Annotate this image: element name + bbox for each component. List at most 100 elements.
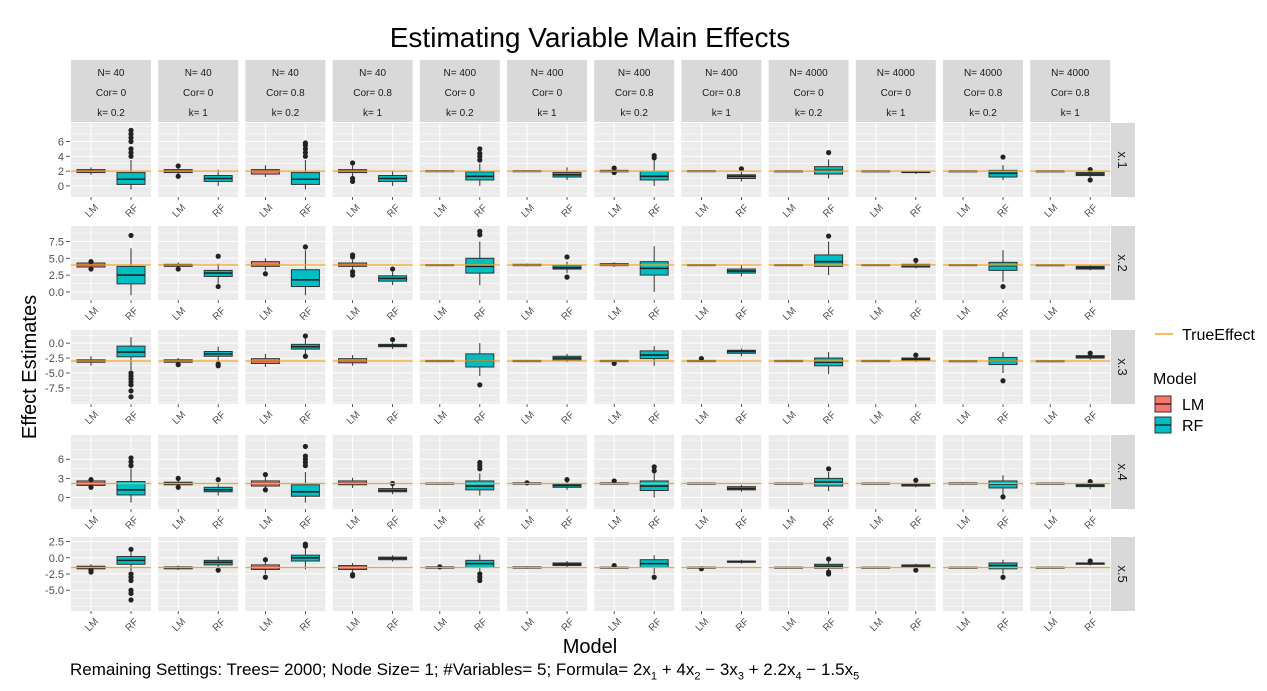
- outlier-point: [350, 573, 356, 579]
- outlier-point: [128, 388, 134, 394]
- outlier-point: [611, 478, 617, 484]
- outlier-point: [88, 477, 94, 483]
- facet-panel: [768, 330, 849, 404]
- x-tick-label: RF: [1083, 410, 1100, 427]
- facet-strip: [245, 60, 326, 122]
- outlier-point: [1000, 574, 1006, 580]
- y-tick-label: 0.0: [49, 338, 64, 350]
- facet-panel: [332, 330, 413, 404]
- x-tick-label: RF: [996, 203, 1013, 220]
- x-tick-label: RF: [734, 515, 751, 532]
- x-tick-label: LM: [955, 305, 973, 323]
- x-tick-label: LM: [171, 616, 189, 634]
- y-tick-label: -2.5: [45, 569, 64, 581]
- outlier-point: [128, 135, 134, 141]
- outlier-point: [651, 574, 657, 580]
- x-tick-label: RF: [211, 617, 228, 634]
- outlier-point: [477, 577, 483, 584]
- y-tick-label: -7.5: [45, 383, 64, 395]
- y-tick-label: 0.0: [49, 553, 64, 565]
- facet-strip-label: k= 1: [189, 108, 209, 119]
- x-tick-label: LM: [345, 409, 363, 427]
- outlier-point: [88, 484, 94, 490]
- facet-strip: [1030, 60, 1111, 122]
- outlier-point: [651, 152, 657, 159]
- outlier-point: [215, 253, 221, 259]
- outlier-point: [215, 363, 221, 369]
- box-rf: [290, 269, 320, 288]
- x-tick-label: LM: [519, 616, 537, 634]
- x-tick-label: RF: [298, 306, 315, 323]
- outlier-point: [477, 382, 483, 388]
- facet-panel: [943, 330, 1023, 404]
- x-tick-label: RF: [821, 410, 838, 427]
- x-tick-label: RF: [124, 203, 141, 220]
- y-tick-label: -5.0: [45, 585, 64, 597]
- facet-panel: [1030, 226, 1111, 300]
- outlier-point: [826, 150, 832, 156]
- outlier-point: [1087, 558, 1093, 564]
- facet-strip-label: k= 0.2: [969, 108, 997, 119]
- outlier-point: [1000, 494, 1006, 500]
- row-strip-label: x.5: [1115, 565, 1130, 582]
- outlier-point: [913, 567, 919, 573]
- facet-panel: [1030, 330, 1111, 404]
- facet-panel: [855, 226, 936, 300]
- x-tick-label: RF: [908, 203, 925, 220]
- x-tick-label: LM: [83, 409, 101, 427]
- outlier-point: [913, 257, 919, 263]
- x-tick-label: LM: [258, 409, 276, 427]
- outlier-point: [1000, 378, 1006, 384]
- x-tick-label: RF: [908, 306, 925, 323]
- outlier-point: [262, 574, 268, 580]
- facet-strip-label: Cor= 0: [183, 88, 214, 99]
- facet-strip-label: N= 4000: [1051, 68, 1090, 79]
- outlier-point: [302, 443, 308, 450]
- x-tick-label: LM: [345, 305, 363, 323]
- facet-strip-label: k= 0.2: [97, 108, 125, 119]
- outlier-point: [215, 567, 221, 573]
- x-tick-label: LM: [345, 202, 363, 220]
- x-tick-label: LM: [432, 409, 450, 427]
- outlier-point: [913, 477, 919, 483]
- x-tick-label: RF: [647, 410, 664, 427]
- facet-panel: [245, 330, 326, 404]
- x-tick-label: LM: [83, 202, 101, 220]
- outlier-point: [128, 146, 134, 152]
- outlier-point: [350, 252, 356, 258]
- x-tick-label: RF: [472, 306, 489, 323]
- x-tick-label: RF: [472, 515, 489, 532]
- facet-strip-label: N= 40: [98, 68, 125, 79]
- x-tick-label: LM: [432, 616, 450, 634]
- facet-panel: [507, 435, 587, 509]
- x-tick-label: LM: [781, 514, 799, 532]
- outlier-point: [350, 269, 356, 275]
- x-tick-label: RF: [298, 617, 315, 634]
- box-rf: [116, 481, 146, 496]
- x-tick-label: LM: [258, 202, 276, 220]
- x-tick-label: RF: [124, 410, 141, 427]
- x-tick-label: RF: [124, 306, 141, 323]
- x-tick-label: LM: [868, 514, 886, 532]
- x-axis-title: Model: [563, 636, 617, 658]
- facet-strip-label: Cor= 0: [793, 88, 824, 99]
- row-strip-label: x.4: [1115, 463, 1130, 480]
- x-tick-label: LM: [694, 409, 712, 427]
- x-tick-label: RF: [647, 203, 664, 220]
- x-tick-label: RF: [472, 617, 489, 634]
- facet-panel: [158, 435, 239, 509]
- y-axis-title: Effect Estimates: [19, 295, 41, 439]
- row-strip: [1111, 435, 1135, 509]
- x-tick-label: LM: [432, 202, 450, 220]
- facet-panel: [507, 330, 587, 404]
- facet-panel: [943, 435, 1023, 509]
- outlier-point: [302, 150, 308, 156]
- outlier-point: [390, 336, 396, 343]
- facet-strip: [158, 60, 239, 122]
- x-tick-label: LM: [519, 202, 537, 220]
- x-tick-label: LM: [1043, 616, 1061, 634]
- x-tick-label: RF: [560, 410, 577, 427]
- x-tick-label: RF: [1083, 515, 1100, 532]
- x-tick-label: RF: [734, 203, 751, 220]
